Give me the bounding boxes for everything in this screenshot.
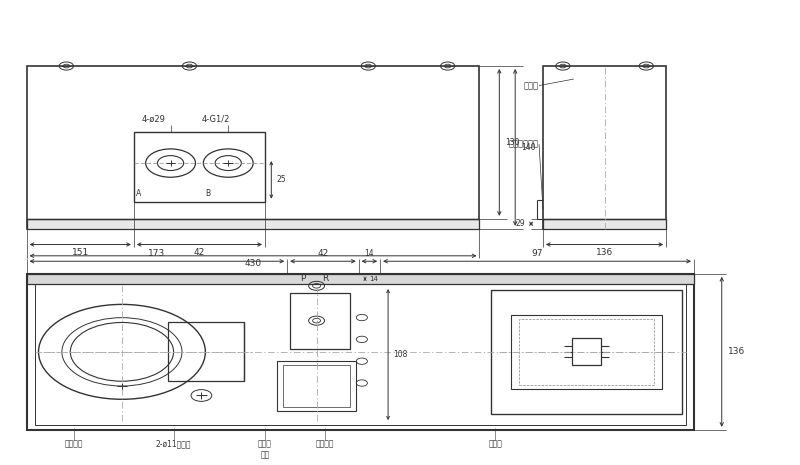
Text: 4-G1/2: 4-G1/2 <box>202 114 230 123</box>
Text: 14: 14 <box>365 249 374 258</box>
Text: 42: 42 <box>194 248 205 257</box>
Text: 136: 136 <box>728 347 746 356</box>
Bar <box>491 290 682 414</box>
Text: R: R <box>322 274 329 283</box>
Text: 108: 108 <box>393 350 407 359</box>
Text: 140: 140 <box>521 143 535 152</box>
Bar <box>519 319 654 385</box>
Bar <box>283 365 350 407</box>
Text: 29: 29 <box>516 219 526 228</box>
Text: 14: 14 <box>369 276 378 282</box>
Bar <box>543 219 666 229</box>
Bar <box>26 219 479 229</box>
Text: 97: 97 <box>531 249 542 258</box>
Text: 25: 25 <box>276 175 286 185</box>
Bar <box>34 279 686 425</box>
Bar <box>511 314 662 389</box>
Bar <box>277 361 356 411</box>
Text: 430: 430 <box>245 259 262 268</box>
Text: 行程开关: 行程开关 <box>315 440 334 449</box>
Bar <box>290 292 350 349</box>
Text: P: P <box>300 274 306 283</box>
Text: 电源线出线孔: 电源线出线孔 <box>509 140 539 149</box>
Text: 直流电机: 直流电机 <box>65 440 83 449</box>
Text: 136: 136 <box>596 248 613 257</box>
Text: 151: 151 <box>72 248 89 257</box>
Text: 防护罩: 防护罩 <box>524 81 539 90</box>
Bar <box>26 66 479 229</box>
Text: 4-ø29: 4-ø29 <box>142 114 166 123</box>
Bar <box>572 338 601 365</box>
Text: B: B <box>205 189 210 198</box>
Text: 换向阀
部件: 换向阀 部件 <box>258 440 272 459</box>
Text: 130: 130 <box>505 138 519 147</box>
Text: 173: 173 <box>148 249 166 258</box>
Text: 2-ø11安装孔: 2-ø11安装孔 <box>156 440 191 449</box>
Bar <box>169 322 244 381</box>
Bar <box>26 274 694 430</box>
Text: 42: 42 <box>318 249 329 258</box>
Text: A: A <box>137 189 142 198</box>
Text: 电源盒: 电源盒 <box>488 440 502 449</box>
Bar <box>134 132 265 202</box>
Bar <box>26 274 694 284</box>
Bar <box>543 66 666 229</box>
